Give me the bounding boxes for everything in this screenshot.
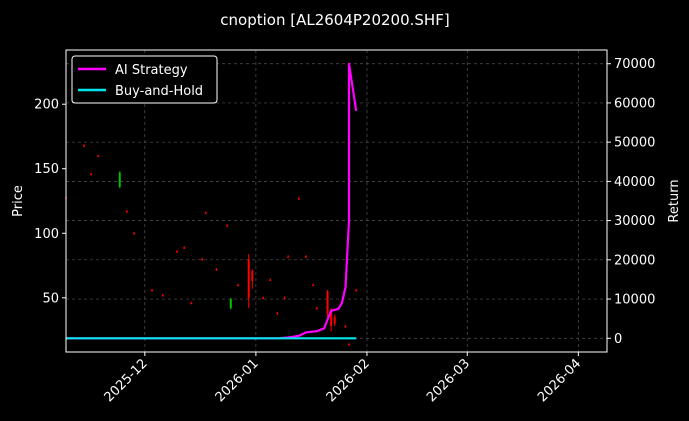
candle-body [90,173,93,176]
y-right-tick-label: 70000 [614,57,655,72]
candle-body [229,299,232,309]
candle-body [344,326,347,328]
y-right-tick-label: 40000 [614,175,655,190]
plot-frame [65,49,608,353]
legend-label-buy-and-hold: Buy-and-Hold [115,84,203,99]
legend-box [71,55,218,104]
candle-body [251,270,254,282]
candle-body [97,155,100,158]
y-left-tick-label: 50 [42,291,59,306]
candle-body [125,211,128,213]
y-left-axis-label: Price [11,185,26,217]
candle-body [176,251,179,253]
candle-body [312,284,315,287]
candle-body [150,290,153,292]
candle-body [276,313,279,315]
candle-body [161,295,164,297]
candle-body [305,256,308,258]
y-left-tick-label: 200 [34,98,59,113]
candle-body [133,233,136,235]
candle-body [330,310,333,327]
candle-body [333,317,336,324]
y-right-tick-label: 10000 [614,293,655,308]
candle-body [269,279,272,281]
candle-body [236,284,239,287]
candle-body [226,225,229,227]
candle-body [118,172,121,187]
candle-body [215,269,218,271]
candle-body [355,290,358,292]
y-right-tick-label: 0 [614,332,622,347]
y-right-axis-label: Return [667,179,682,222]
candle-body [326,291,329,314]
y-right-tick-label: 20000 [614,253,655,268]
y-right-tick-label: 30000 [614,214,655,229]
candle-body [183,247,186,249]
y-left-tick-label: 100 [34,227,59,242]
candle-body [262,297,265,299]
candle-body [283,297,286,299]
y-left-tick-label: 150 [34,162,59,177]
y-right-tick-label: 60000 [614,96,655,111]
candle-body [315,308,318,310]
candle-body [297,198,300,200]
candle-body [287,256,290,258]
legend-label-ai-strategy: AI Strategy [115,63,188,78]
candle-body [348,344,351,346]
candle-body [204,212,207,214]
candle-body [247,259,250,298]
chart-title: cnoption [AL2604P20200.SHF] [220,11,449,29]
candle-body [82,145,85,147]
y-right-tick-label: 50000 [614,136,655,151]
series-lines [66,62,358,340]
candle-body [190,302,193,305]
legend: AI Strategy Buy-and-Hold [71,55,218,104]
candle-body [201,259,204,261]
candlesticks [65,144,358,346]
